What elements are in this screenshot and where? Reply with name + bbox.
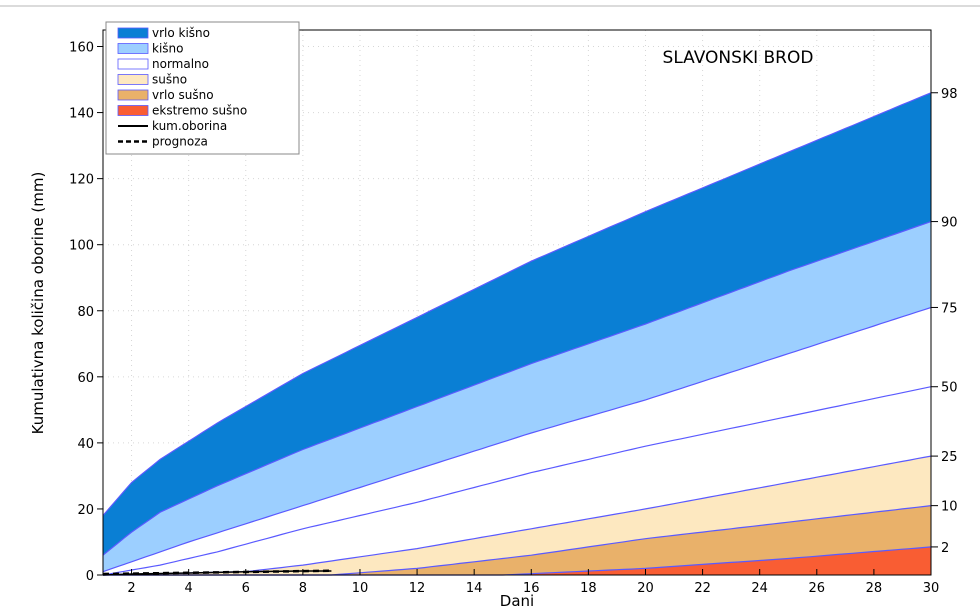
- y-tick-label: 160: [69, 41, 94, 56]
- x-tick-label: 24: [751, 581, 768, 596]
- band-kišno: [103, 221, 931, 572]
- station-title: SLAVONSKI BROD: [663, 48, 814, 68]
- y-tick-label: 120: [69, 173, 94, 188]
- legend-label-vrlo-kišno: vrlo kišno: [152, 26, 210, 40]
- x-axis-title: Dani: [500, 592, 534, 610]
- legend-label-vrlo-sušno: vrlo sušno: [152, 88, 214, 102]
- percentile-label-75: 75: [941, 301, 958, 316]
- percentile-bands: [103, 92, 931, 575]
- percentile-label-25: 25: [941, 450, 958, 465]
- x-tick-label: 8: [299, 581, 307, 596]
- legend-swatch-ekstremo-sušno: [117, 105, 149, 116]
- legend-swatch-sušno: [117, 74, 149, 85]
- x-tick-label: 14: [466, 581, 483, 596]
- x-tick-label: 18: [580, 581, 597, 596]
- y-tick-label: 100: [69, 239, 94, 254]
- x-tick-label: 28: [866, 581, 883, 596]
- percentile-label-98: 98: [941, 87, 958, 102]
- band-vrlo-sušno: [103, 505, 931, 575]
- band-ekstremo-sušno: [103, 546, 931, 575]
- legend-swatch-normalno: [117, 58, 149, 70]
- x-tick-label: 16: [523, 581, 540, 596]
- percentile-line-75: [102, 306, 932, 573]
- legend-swatch-vrlo-sušno: [117, 89, 149, 101]
- y-tick-label: 60: [77, 371, 94, 386]
- x-tick-label: 20: [637, 581, 654, 596]
- x-tick-label: 6: [242, 581, 250, 596]
- legend-swatch-vrlo-kišno: [117, 27, 149, 39]
- plot-frame: [102, 29, 932, 576]
- percentile-label-2: 2: [941, 541, 949, 556]
- x-tick-label: 10: [352, 581, 369, 596]
- y-tick-label: 80: [77, 305, 94, 320]
- x-tick-label: 30: [923, 581, 940, 596]
- percentile-line-50: [102, 386, 932, 576]
- percentile-label-50: 50: [941, 381, 958, 396]
- legend-label-normalno: normalno: [152, 57, 209, 71]
- legend-swatch-kišno: [117, 43, 149, 54]
- percentile-line-90: [102, 221, 932, 556]
- legend-label-sušno: sušno: [152, 73, 187, 87]
- observed-series: [102, 569, 332, 576]
- percentile-label-10: 10: [941, 500, 958, 515]
- x-tick-label: 12: [409, 581, 426, 596]
- x-tick-label: 2: [127, 581, 135, 596]
- band-sušno: [103, 456, 931, 575]
- y-tick-label: 0: [86, 569, 94, 584]
- x-tick-label: 4: [185, 581, 193, 596]
- legend-label-ekstremo-sušno: ekstremo sušno: [152, 104, 247, 118]
- x-tick-label: 26: [809, 581, 826, 596]
- band-vrlo-kišno: [103, 92, 931, 556]
- legend-label-prognoza: prognoza: [152, 135, 208, 149]
- y-tick-label: 20: [77, 503, 94, 518]
- y-tick-label: 40: [77, 437, 94, 452]
- x-tick-label: 22: [694, 581, 711, 596]
- band-normalno: [103, 307, 931, 575]
- legend-label-kum-oborina: kum.oborina: [152, 119, 227, 133]
- y-tick-label: 140: [69, 107, 94, 122]
- percentile-line-98: [102, 92, 932, 516]
- y-axis-title: Kumulativna količina oborine (mm): [29, 172, 47, 435]
- forecast-line: [102, 569, 332, 576]
- legend-label-kišno: kišno: [152, 42, 183, 56]
- percentile-label-90: 90: [941, 216, 958, 231]
